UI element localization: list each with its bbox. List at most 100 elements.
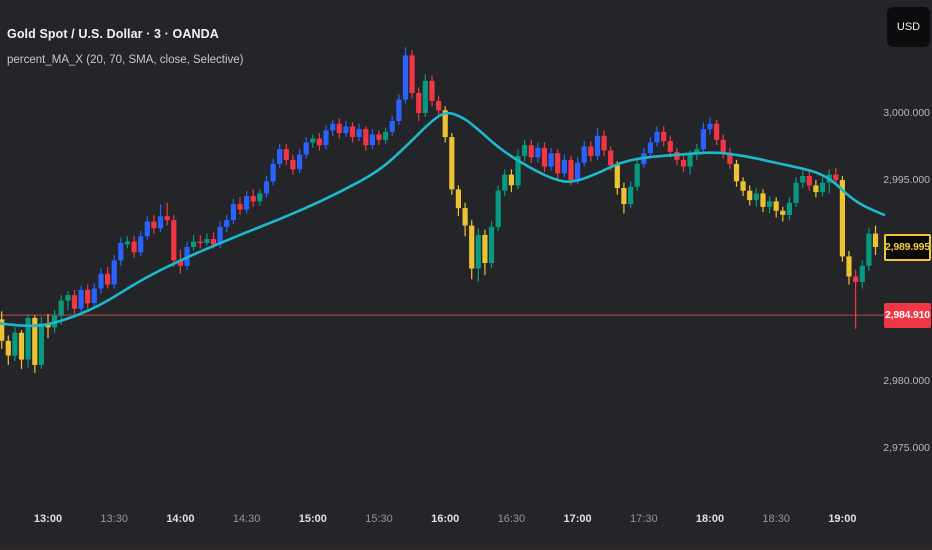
candle-body — [859, 265, 865, 282]
candle-body — [244, 196, 250, 210]
candle-body — [336, 123, 342, 134]
candle-body — [429, 80, 435, 101]
candle-body — [866, 233, 872, 266]
price-tick-label: 2,995.000 — [883, 173, 930, 186]
time-tick-label: 18:30 — [762, 513, 790, 525]
candle-body — [250, 196, 256, 202]
candle-body — [528, 145, 534, 158]
time-tick-label: 15:00 — [298, 513, 327, 525]
candle-body — [270, 163, 276, 182]
candle-body — [171, 220, 177, 261]
currency-toggle-button[interactable]: USD — [887, 7, 930, 47]
candle-wick — [199, 234, 201, 249]
candle-body — [98, 273, 104, 289]
candle-body — [197, 241, 203, 243]
candle-body — [356, 129, 362, 138]
candle-body — [568, 159, 574, 180]
candle-body — [210, 239, 217, 245]
candle-body — [561, 159, 567, 174]
candle-body — [614, 165, 620, 189]
candle-body — [164, 216, 170, 221]
candle-body — [402, 55, 409, 100]
candle-body — [177, 260, 183, 266]
candle-body — [191, 241, 197, 247]
candle-body — [71, 295, 78, 309]
candle-body — [442, 110, 448, 138]
candle-body — [575, 162, 581, 180]
candle-body — [813, 185, 819, 193]
candle-body — [469, 225, 475, 269]
time-tick-label: 14:30 — [232, 513, 261, 525]
candle-body — [462, 208, 468, 226]
candle-body — [58, 300, 64, 316]
candle-body — [138, 236, 144, 253]
candle-body — [124, 241, 130, 245]
candle-body — [608, 150, 614, 166]
candle-body — [727, 153, 733, 164]
candle-body — [217, 226, 223, 245]
candle-body — [32, 318, 38, 365]
candle-body — [257, 193, 263, 202]
candle-body — [707, 123, 713, 130]
candle-body — [118, 243, 124, 261]
candle-body — [449, 137, 455, 190]
ma-line — [0, 111, 886, 328]
candle-body — [740, 181, 746, 191]
candle-body — [488, 226, 495, 264]
indicator-label[interactable]: percent_MA_X (20, 70, SMA, close, Select… — [7, 54, 244, 66]
candle-body — [767, 201, 773, 207]
candle-wick — [855, 269, 857, 329]
candle-body — [111, 260, 117, 285]
candle-body — [343, 126, 349, 134]
candle-body — [303, 142, 309, 155]
candle-body — [363, 129, 369, 146]
price-tick-label: 3,000.000 — [883, 106, 930, 119]
candle-body — [85, 289, 91, 304]
candle-body — [144, 221, 150, 237]
symbol-title[interactable]: Gold Spot / U.S. Dollar · 3 · OANDA — [7, 27, 219, 41]
candle-body — [714, 123, 720, 140]
candle-body — [733, 163, 740, 182]
candle-body — [800, 176, 806, 183]
candle-body — [482, 234, 488, 263]
candle-body — [383, 131, 389, 140]
candle-body — [872, 233, 879, 247]
candle-body — [853, 276, 859, 282]
candle-body — [833, 174, 839, 180]
candle-body — [654, 131, 660, 143]
candle-body — [416, 92, 422, 113]
chart-legend: Gold Spot / U.S. Dollar · 3 · OANDA perc… — [7, 27, 244, 66]
candle-body — [38, 323, 44, 365]
time-tick-label: 14:00 — [166, 513, 195, 525]
candle-body — [806, 176, 812, 186]
candle-body — [369, 134, 375, 146]
price-line-badge: 2,984.910 — [884, 302, 931, 328]
candle-body — [522, 145, 528, 156]
candle-body — [780, 210, 786, 215]
candle-body — [535, 147, 541, 158]
candle-body — [581, 146, 587, 163]
candle-body — [91, 288, 97, 304]
candle-body — [18, 332, 25, 360]
candle-body — [786, 202, 792, 215]
candle-body — [760, 193, 766, 207]
candle-body — [376, 134, 382, 140]
last-price-badge: 2,989.995 — [884, 233, 931, 261]
candle-body — [237, 204, 243, 210]
candle-body — [594, 135, 601, 156]
candle-body — [680, 159, 687, 167]
candle-body — [628, 186, 634, 205]
candle-body — [436, 100, 442, 111]
candle-body — [508, 174, 514, 186]
time-tick-label: 13:00 — [33, 513, 63, 525]
candle-body — [502, 174, 508, 191]
candle-body — [0, 319, 5, 341]
candle-body — [773, 201, 779, 211]
candle-body — [310, 138, 316, 143]
candle-body — [65, 295, 71, 301]
candle-body — [277, 149, 283, 164]
time-tick-label: 16:00 — [431, 513, 460, 525]
candle-body — [422, 80, 428, 113]
candle-body — [131, 241, 137, 253]
